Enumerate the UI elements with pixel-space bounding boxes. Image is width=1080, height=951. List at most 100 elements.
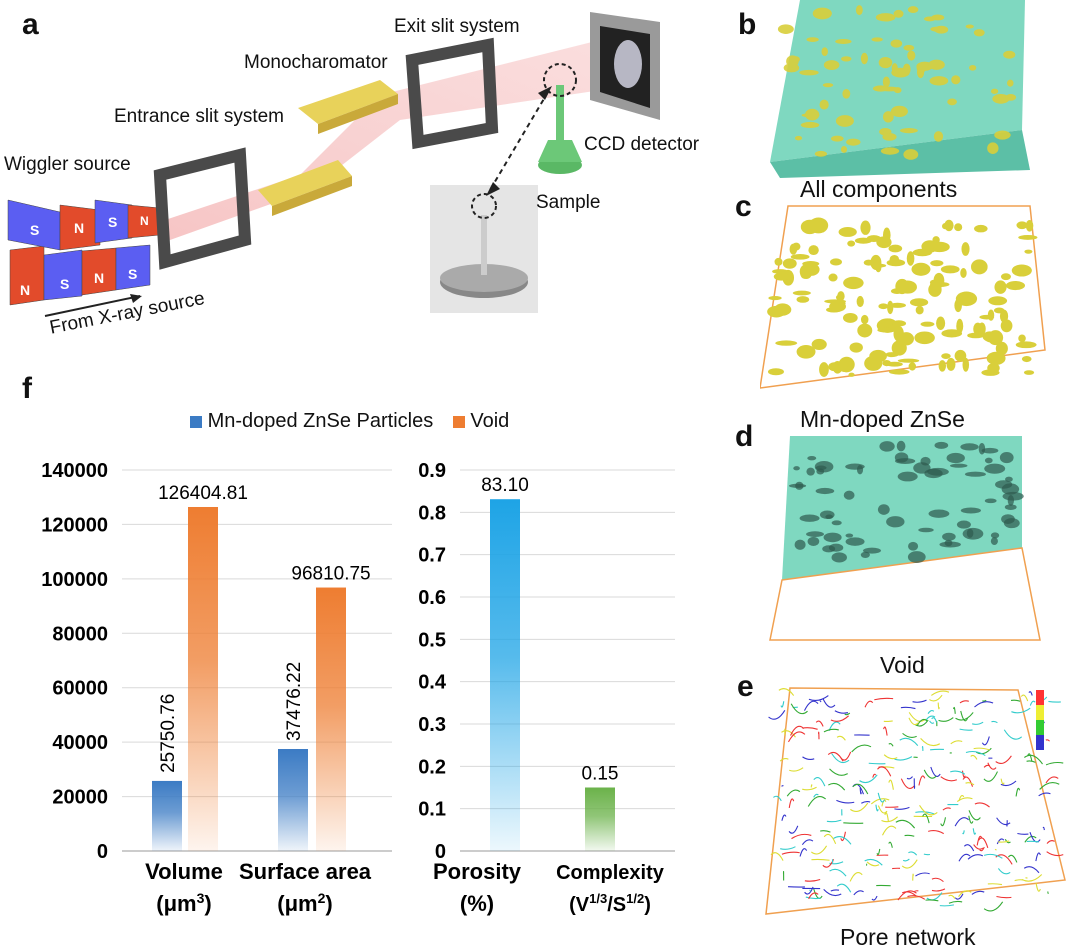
particle-blob [879,57,893,68]
pore-throat [940,905,954,906]
particle-blob [936,316,945,329]
y-tick-label: 0.9 [418,460,446,482]
particle-blob [898,359,919,363]
pore-throat [907,777,912,779]
pore-throat [988,763,996,769]
particle-blob [930,26,945,31]
particle-blob [861,53,868,64]
particle-blob [815,151,827,157]
pore-throat [872,896,877,900]
pore-throat [802,787,816,790]
panel-label-b: b [738,8,756,42]
void-blob [957,521,971,529]
pore-throat [964,845,973,851]
pore-throat [823,698,835,707]
void-blob [1004,518,1020,528]
particle-blob [934,131,943,142]
particle-blob [860,221,870,235]
pore-throat [854,891,864,895]
bar [316,588,346,851]
particle-blob [921,322,935,327]
pore-throat [929,695,942,701]
pore-throat [769,710,785,719]
void-blob [845,464,865,470]
particle-blob [823,83,833,87]
particle-blob [795,136,802,141]
pore-throat [832,753,849,762]
pore-throat [960,729,973,730]
legend-swatch-particles [190,416,202,428]
pore-throat [1043,827,1044,830]
pore-throat [943,808,951,810]
pore-throat [932,878,944,881]
pore-throat [828,752,843,761]
pore-throat [972,722,983,724]
pore-throat [782,852,800,854]
particle-blob [877,328,895,333]
pore-throat [789,799,793,808]
void-blob [965,472,986,477]
void-blob [942,533,956,541]
particle-blob [929,242,950,252]
particle-blob [836,115,854,127]
magnet-label: N [140,214,149,228]
pore-throat [837,736,845,740]
pore-throat [779,689,794,696]
pore-throat [925,900,938,901]
y-tick-label: 0.7 [418,545,446,567]
particle-blob [830,258,842,265]
particle-blob [984,332,1001,343]
data-label: 0.15 [582,764,619,785]
panel-label-c: c [735,190,752,224]
particle-blob [971,259,988,274]
pore-throat [882,826,895,835]
void-blob [984,464,1005,474]
void-blob [961,508,981,514]
particle-blob [941,329,962,337]
particle-blob [966,24,974,28]
pore-throat [836,800,854,803]
particle-blob [786,55,799,67]
pore-throat [941,777,957,781]
void-blob [806,468,814,476]
particle-blob [917,66,924,78]
pore-throat [808,797,825,807]
void-blob [795,482,803,490]
particle-blob [890,255,900,264]
pore-throat [928,711,934,714]
pore-throat [968,855,983,860]
particle-blob [907,50,915,60]
particle-blob [941,265,960,273]
pore-throat [1027,841,1039,842]
particle-blob [910,298,928,306]
pore-throat [923,814,929,823]
void-blob [793,466,800,470]
particle-blob [801,220,819,234]
pore-throat [995,849,996,850]
monochromator-label: Monocharomator [244,52,388,74]
particle-blob [1007,80,1013,87]
particle-blob [850,342,863,352]
particle-blob [857,296,864,307]
pore-throat [1048,701,1060,702]
pore-throat [919,776,925,785]
particle-blob [892,340,907,355]
void-blob [920,457,930,466]
pore-throat [781,731,795,737]
pore-throat [984,902,1003,911]
pore-throat [1027,761,1036,762]
particle-blob [881,147,899,154]
pore-throat [1024,867,1039,873]
void-blob [825,515,833,520]
y-tick-label: 0.1 [418,799,446,821]
pore-throat [974,748,990,750]
particle-blob [828,362,840,371]
particle-blob [951,75,960,84]
pore-throat [1024,755,1042,764]
particle-blob [808,245,818,255]
pore-throat [865,701,873,707]
pore-throat [928,831,944,834]
pore-throat [867,862,879,866]
particle-blob [891,106,908,117]
ccd-detector-label: CCD detector [584,134,699,156]
